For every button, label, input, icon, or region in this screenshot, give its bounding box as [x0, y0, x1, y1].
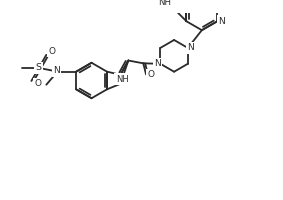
Text: O: O — [147, 70, 154, 79]
Text: N: N — [187, 43, 194, 52]
Text: O: O — [35, 79, 41, 88]
Text: NH: NH — [116, 75, 129, 84]
Text: N: N — [53, 66, 60, 75]
Text: N: N — [218, 17, 225, 26]
Text: N: N — [154, 59, 161, 68]
Text: S: S — [36, 63, 42, 72]
Text: NH: NH — [158, 0, 171, 7]
Text: O: O — [48, 47, 55, 56]
